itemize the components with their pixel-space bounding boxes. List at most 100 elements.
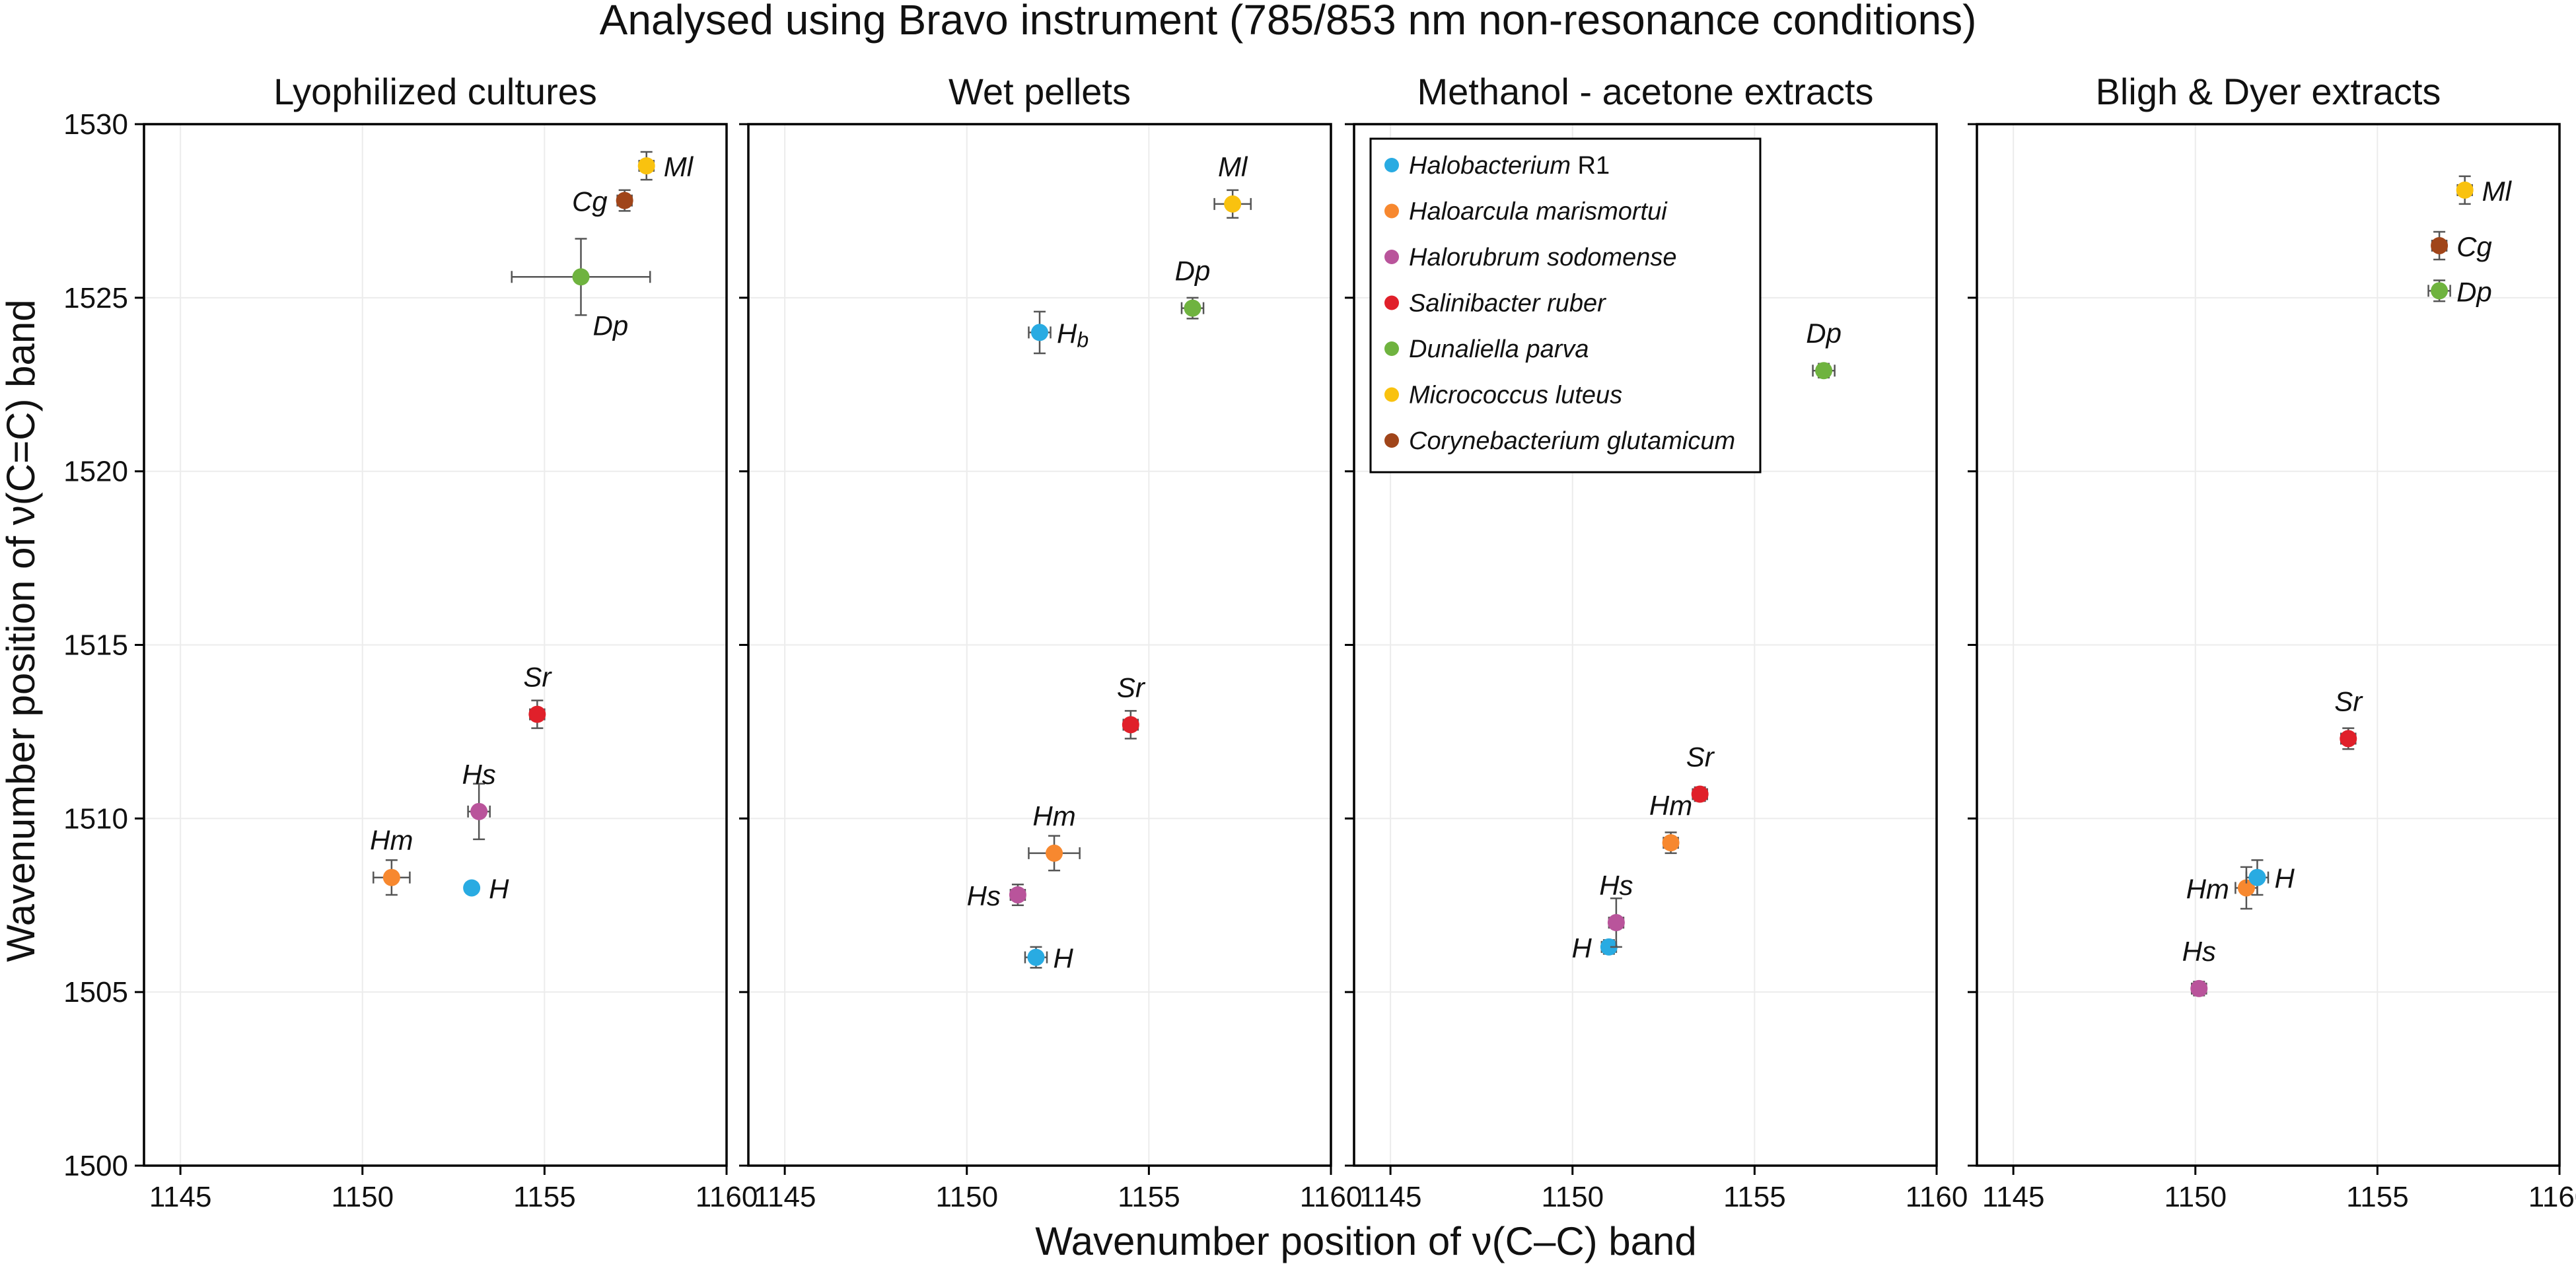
data-point-sr: Sr: [1686, 742, 1715, 803]
data-point-ml: Ml: [637, 151, 694, 182]
legend-label-part: R1: [1571, 152, 1610, 180]
point-label: Ml: [2482, 176, 2513, 207]
data-point-dp: Dp: [2427, 276, 2492, 307]
legend-entry: Dunaliella parva: [1384, 335, 1589, 363]
data-point-hm: Hm: [1028, 800, 1081, 872]
point-label: Sr: [523, 662, 552, 693]
legend-label: Dunaliella parva: [1409, 335, 1589, 363]
panel-frame: [143, 123, 728, 1167]
legend-label-part: Halorubrum sodomense: [1409, 244, 1677, 271]
point-marker: [2340, 730, 2357, 748]
point-label: Hs: [462, 759, 495, 790]
legend-label-part: Micrococcus luteus: [1409, 382, 1622, 409]
x-tick-label: 1150: [935, 1181, 998, 1213]
legend-label: Salinibacter ruber: [1409, 290, 1606, 318]
legend-marker: [1384, 387, 1399, 402]
data-point-hs: Hs: [967, 880, 1026, 911]
figure-title: Analysed using Bravo instrument (785/853…: [600, 0, 1977, 44]
point-marker: [616, 192, 633, 209]
label-subscript: b: [1077, 328, 1089, 351]
legend-label-part: Salinibacter ruber: [1409, 290, 1606, 318]
point-label: Cg: [2456, 231, 2492, 262]
data-point-hb: Hb: [1028, 310, 1089, 355]
legend-marker: [1384, 433, 1399, 448]
data-point-hs: Hs: [1599, 870, 1633, 948]
legend-entry: Haloarcula marismortui: [1384, 198, 1668, 226]
data-point-hm: Hm: [370, 825, 413, 896]
x-tick-label: 1145: [754, 1181, 816, 1213]
x-tick-label: 1160: [1906, 1181, 1968, 1213]
point-marker: [2248, 868, 2266, 886]
legend-entry: Halorubrum sodomense: [1384, 244, 1677, 271]
point-marker: [1009, 886, 1026, 903]
x-tick-label: 1160: [696, 1181, 758, 1213]
y-tick-label: 1530: [63, 108, 128, 141]
point-label: Hs: [1599, 870, 1633, 901]
x-axis-label: Wavenumber position of ν(C–C) band: [1035, 1219, 1697, 1263]
data-point-hm: Hm: [1649, 790, 1692, 855]
legend-marker: [1384, 295, 1399, 310]
legend: Halobacterium R1 Haloarcula marismortui Ha…: [1369, 137, 1762, 474]
point-label: H: [1053, 943, 1073, 974]
point-marker: [470, 802, 488, 820]
point-label: Hm: [2186, 873, 2229, 904]
panel-frame: [1353, 123, 1938, 1167]
legend-label-part: Haloarcula marismortui: [1409, 198, 1668, 226]
data-point-sr: Sr: [1117, 672, 1146, 740]
panel-title: Lyophilized cultures: [273, 71, 597, 112]
legend-marker: [1384, 250, 1399, 264]
point-label: Hm: [370, 825, 413, 856]
data-point-h: H: [1024, 943, 1073, 974]
point-marker: [2431, 282, 2449, 300]
point-marker: [1027, 948, 1045, 966]
point-label: Sr: [1117, 672, 1146, 703]
x-tick-label: 1150: [1541, 1181, 1604, 1213]
point-label: Dp: [1175, 256, 1211, 287]
panel-frame: [747, 123, 1332, 1167]
point-marker: [1815, 362, 1833, 380]
panels-group: Lyophilized cultures 1145 1150 1155 1160 1500…: [63, 71, 2576, 1213]
point-marker: [528, 705, 546, 723]
x-tick-label: 1155: [1118, 1181, 1180, 1213]
x-tick-label: 1160: [2528, 1181, 2576, 1213]
y-axis-label: Wavenumber position of ν(C=C) band: [0, 299, 43, 962]
point-marker: [1691, 785, 1709, 803]
point-marker: [1600, 938, 1618, 956]
y-tick-label: 1525: [63, 282, 128, 314]
data-point-cg: Cg: [572, 186, 633, 217]
data-point-sr: Sr: [2334, 686, 2363, 750]
x-tick-label: 1145: [1359, 1181, 1422, 1213]
data-point-h: H: [1572, 933, 1618, 964]
data-point-dp: Dp: [1175, 256, 1211, 320]
data-point-ml: Ml: [1213, 151, 1252, 219]
legend-label: Haloarcula marismortui: [1409, 198, 1668, 226]
legend-marker: [1384, 158, 1399, 172]
legend-label-part: Halobacterium: [1409, 152, 1571, 180]
legend-entry: Halobacterium R1: [1384, 152, 1610, 180]
legend-label: Corynebacterium glutamicum: [1409, 427, 1735, 455]
point-marker: [2431, 236, 2449, 254]
data-point-ml: Ml: [2456, 175, 2513, 207]
legend-box: [1369, 137, 1762, 474]
y-tick-label: 1500: [63, 1150, 128, 1182]
point-label: Hs: [2182, 936, 2216, 967]
point-marker: [1184, 299, 1201, 317]
point-label: Sr: [1686, 742, 1715, 773]
panel-1: Lyophilized cultures 1145 1150 1155 1160 1500…: [63, 71, 758, 1213]
panel-4: Bligh & Dyer extracts 1145 1150 1155 1160 Hs H…: [1968, 71, 2576, 1213]
y-tick-label: 1515: [63, 629, 128, 662]
panel-3: Methanol - acetone extracts 1145 1150 1155 1…: [1345, 71, 1968, 1213]
data-point-sr: Sr: [523, 662, 552, 729]
panel-title: Bligh & Dyer extracts: [2096, 71, 2441, 112]
x-tick-label: 1150: [2164, 1181, 2227, 1213]
data-point-h: H: [2245, 859, 2295, 896]
legend-marker: [1384, 203, 1399, 219]
point-marker: [1122, 716, 1139, 734]
point-label: Sr: [2334, 686, 2363, 717]
panel-title: Wet pellets: [948, 71, 1131, 112]
point-label: Hs: [967, 880, 1001, 911]
point-marker: [1662, 834, 1680, 852]
point-marker: [2190, 979, 2208, 997]
point-marker: [1046, 844, 1063, 862]
y-tick-label: 1505: [63, 976, 128, 1008]
